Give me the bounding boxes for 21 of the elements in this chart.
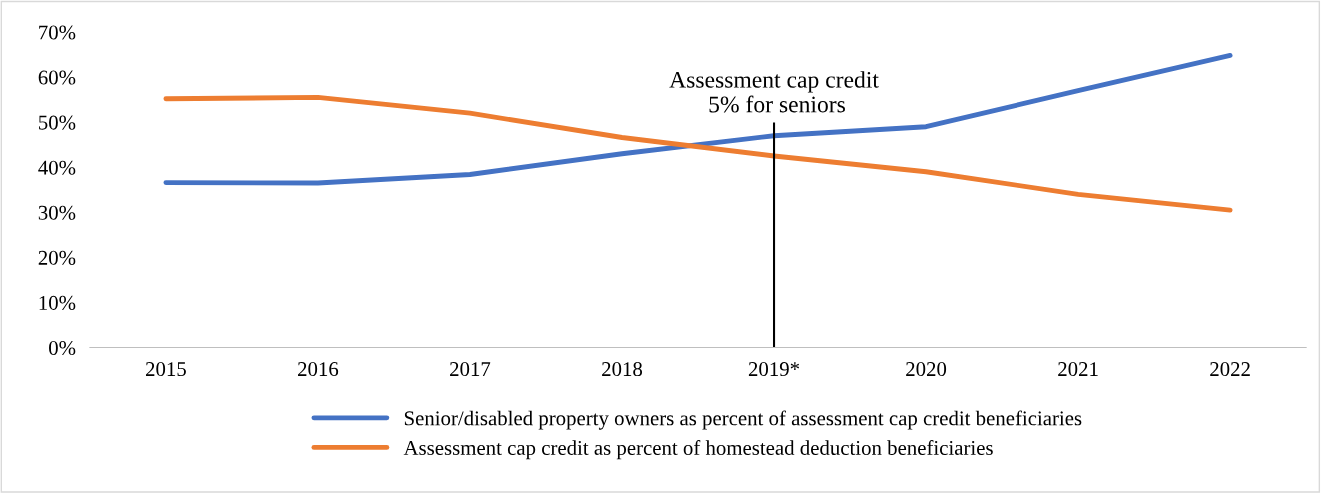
line-series (163, 53, 1233, 186)
x-tick-label: 2017 (450, 362, 491, 377)
x-tick-label: 2019* (748, 362, 800, 377)
x-tick-label: 2018 (602, 362, 643, 377)
y-tick-label: 20% (38, 250, 76, 265)
x-tick-label: 2015 (145, 362, 186, 377)
legend-label: Senior/disabled property owners as percent of assessment cap credit beneficiaries (404, 410, 1082, 430)
y-tick-label: 60% (38, 70, 76, 85)
y-tick-label: 70% (39, 25, 76, 40)
x-tick-label: 2016 (298, 362, 339, 377)
x-tick-label: 2020 (906, 362, 947, 377)
y-tick-label: 10% (39, 295, 76, 310)
y-tick-label: 30% (38, 205, 76, 220)
x-tick-label: 2021 (1058, 362, 1098, 377)
legend-label: Assessment cap credit as percent of homestead deduction beneficiaries (403, 440, 993, 460)
y-tick-label: 0% (49, 340, 76, 356)
y-tick-label: 40% (38, 160, 76, 175)
ref-line-label: Assessment cap credit 5% for seniors (669, 71, 879, 113)
x-tick-label: 2022 (1210, 362, 1250, 377)
line-series (163, 94, 1233, 213)
y-tick-label: 50% (39, 115, 76, 130)
